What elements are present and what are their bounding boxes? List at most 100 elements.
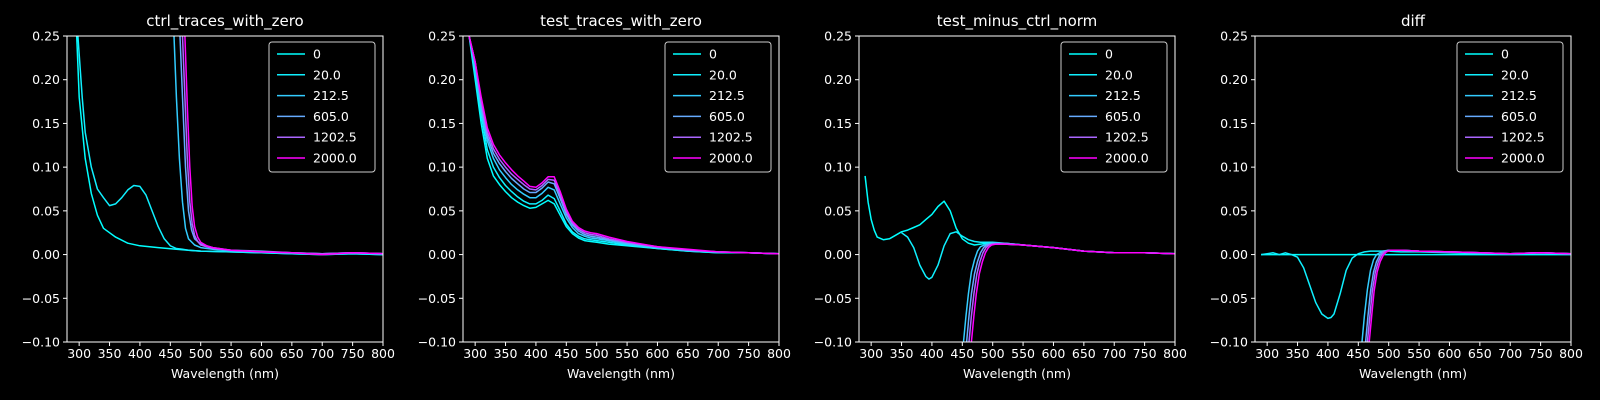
legend-label: 20.0 xyxy=(313,67,341,82)
x-tick-label: 600 xyxy=(1438,346,1462,361)
legend-label: 20.0 xyxy=(1501,67,1529,82)
legend-label: 2000.0 xyxy=(709,151,753,166)
series-line-0 xyxy=(864,175,1175,255)
y-tick-label: −0.10 xyxy=(418,335,456,350)
x-tick-label: 500 xyxy=(1377,346,1401,361)
x-tick-label: 300 xyxy=(463,346,487,361)
y-tick-label: 0.00 xyxy=(1220,247,1248,262)
y-tick-label: 0.20 xyxy=(1220,72,1248,87)
x-tick-label: 750 xyxy=(341,346,365,361)
y-tick-label: 0.10 xyxy=(824,160,852,175)
x-tick-label: 500 xyxy=(189,346,213,361)
x-tick-label: 750 xyxy=(1529,346,1553,361)
series-line-2000.0 xyxy=(184,36,383,256)
legend-label: 20.0 xyxy=(1105,67,1133,82)
x-tick-label: 750 xyxy=(1133,346,1157,361)
y-tick-label: 0.25 xyxy=(32,29,60,44)
y-tick-label: 0.00 xyxy=(428,247,456,262)
y-tick-label: 0.05 xyxy=(428,203,456,218)
legend: 0 20.0 212.5 605.0 1202.5 2000.0 xyxy=(664,41,772,173)
series-line-20.0 xyxy=(1260,250,1571,320)
x-tick-label: 350 xyxy=(1286,346,1310,361)
x-tick-label: 550 xyxy=(219,346,243,361)
x-tick-label: 750 xyxy=(737,346,761,361)
y-tick-label: 0.20 xyxy=(824,72,852,87)
x-tick-label: 600 xyxy=(250,346,274,361)
series-line-605.0 xyxy=(965,242,1175,342)
plot-frame xyxy=(1254,35,1572,343)
x-tick-label: 700 xyxy=(310,346,334,361)
y-tick-label: 0.15 xyxy=(428,116,456,131)
y-tick-label: 0.10 xyxy=(32,160,60,175)
x-tick-label: 500 xyxy=(981,346,1005,361)
panel-title: test_minus_ctrl_norm xyxy=(937,12,1098,31)
x-tick-label: 350 xyxy=(98,346,122,361)
series-line-20.0 xyxy=(77,36,383,256)
x-tick-label: 600 xyxy=(1042,346,1066,361)
legend-label: 20.0 xyxy=(709,67,737,82)
legend-label: 1202.5 xyxy=(709,130,753,145)
x-tick-label: 400 xyxy=(524,346,548,361)
series-line-212.5 xyxy=(1361,249,1571,342)
chart-panel-1: 300 350 400 450 500 550 600 650 700 750 800 −0.10 −0… xyxy=(22,12,395,381)
legend-label: 605.0 xyxy=(313,109,349,124)
x-tick-label: 300 xyxy=(859,346,883,361)
chart-panel-3: 300 350 400 450 500 550 600 650 700 750 800 −0.10 −0… xyxy=(814,12,1187,381)
x-tick-label: 700 xyxy=(1498,346,1522,361)
chart-panel-2: 300 350 400 450 500 550 600 650 700 750 800 −0.10 −0… xyxy=(418,12,791,381)
series-line-605.0 xyxy=(468,36,779,255)
x-tick-label: 400 xyxy=(1316,346,1340,361)
legend: 0 20.0 212.5 605.0 1202.5 2000.0 xyxy=(1456,41,1564,173)
panel-title: diff xyxy=(1401,12,1426,30)
x-tick-label: 800 xyxy=(371,346,395,361)
x-axis-label: Wavelength (nm) xyxy=(171,366,279,381)
series-line-20.0 xyxy=(901,231,1175,280)
legend-label: 212.5 xyxy=(709,88,745,103)
series-line-1202.5 xyxy=(1366,249,1571,342)
series-line-1202.5 xyxy=(968,243,1175,342)
x-tick-label: 800 xyxy=(767,346,791,361)
series-lines xyxy=(75,36,383,256)
legend-label: 212.5 xyxy=(1105,88,1141,103)
legend-label: 605.0 xyxy=(1501,109,1537,124)
series-lines xyxy=(468,36,779,255)
y-tick-label: 0.00 xyxy=(32,247,60,262)
x-tick-label: 800 xyxy=(1163,346,1187,361)
x-tick-label: 700 xyxy=(1102,346,1126,361)
x-tick-label: 350 xyxy=(494,346,518,361)
legend-label: 1202.5 xyxy=(1105,130,1149,145)
x-axis-label: Wavelength (nm) xyxy=(963,366,1071,381)
y-tick-label: 0.25 xyxy=(428,29,456,44)
legend-label: 2000.0 xyxy=(1105,151,1149,166)
y-tick-label: 0.15 xyxy=(32,116,60,131)
legend-label: 0 xyxy=(709,47,717,62)
x-tick-label: 650 xyxy=(280,346,304,361)
series-line-605.0 xyxy=(1364,249,1571,342)
y-tick-label: −0.05 xyxy=(814,291,852,306)
legend-label: 605.0 xyxy=(709,109,745,124)
series-line-2000.0 xyxy=(970,243,1175,342)
x-tick-label: 450 xyxy=(1346,346,1370,361)
legend-label: 212.5 xyxy=(313,88,349,103)
x-tick-label: 650 xyxy=(1468,346,1492,361)
legend-label: 212.5 xyxy=(1501,88,1537,103)
y-tick-label: 0.25 xyxy=(824,29,852,44)
y-tick-label: 0.20 xyxy=(428,72,456,87)
legend-label: 2000.0 xyxy=(313,151,357,166)
x-tick-label: 800 xyxy=(1559,346,1583,361)
x-tick-label: 550 xyxy=(615,346,639,361)
x-tick-label: 550 xyxy=(1407,346,1431,361)
x-tick-label: 650 xyxy=(676,346,700,361)
legend-label: 2000.0 xyxy=(1501,151,1545,166)
series-line-2000.0 xyxy=(468,36,779,255)
y-tick-label: 0.10 xyxy=(1220,160,1248,175)
series-line-20.0 xyxy=(468,36,779,255)
legend-label: 0 xyxy=(1105,47,1113,62)
x-axis-label: Wavelength (nm) xyxy=(567,366,675,381)
plot-frame xyxy=(66,35,384,343)
x-tick-label: 350 xyxy=(890,346,914,361)
legend-label: 0 xyxy=(313,47,321,62)
y-tick-label: −0.05 xyxy=(1210,291,1248,306)
y-tick-label: 0.05 xyxy=(824,203,852,218)
y-tick-label: −0.05 xyxy=(22,291,60,306)
